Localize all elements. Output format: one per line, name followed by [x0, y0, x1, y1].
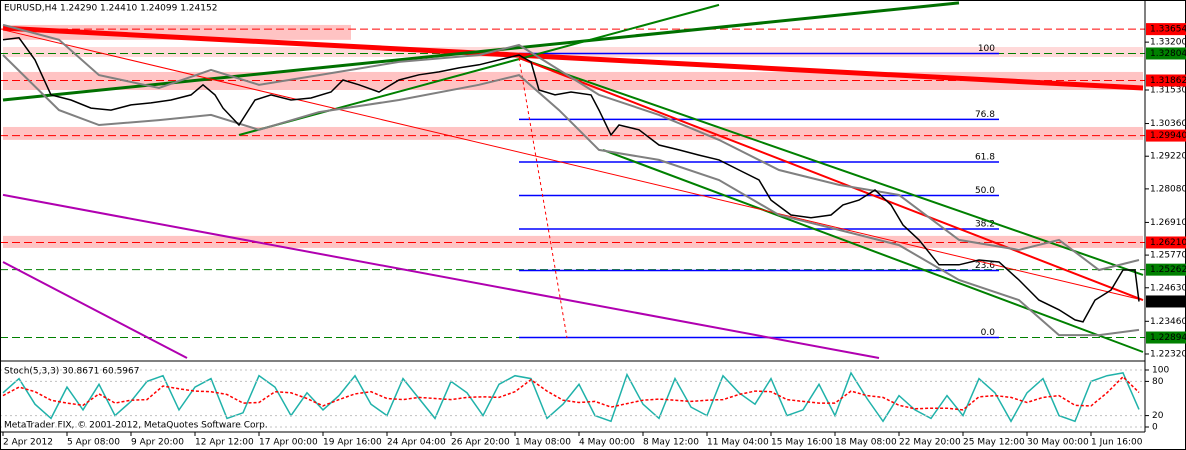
y-tick-label: 0	[1152, 423, 1158, 433]
stoch-pane	[0, 369, 1145, 428]
y-tick-label: 1.29220	[1150, 152, 1186, 162]
y-tick-label: 80	[1152, 377, 1164, 387]
trend-line	[2, 25, 1144, 91]
y-tick-label: 1.23460	[1150, 317, 1186, 327]
series-line	[2, 375, 1140, 411]
trend-line	[2, 193, 880, 359]
level-box	[1146, 263, 1186, 276]
level-box	[1146, 74, 1186, 87]
x-tick-label: 11 May 04:00	[707, 438, 769, 448]
trend-line	[238, 3, 720, 136]
trend-line	[2, 261, 188, 359]
level-label: 1.33654	[1150, 25, 1186, 35]
level-label: 1.22894	[1150, 333, 1186, 343]
trend-line	[518, 56, 1144, 276]
labels: EURUSD,H4 1.24290 1.24410 1.24099 1.2415…	[4, 4, 268, 431]
y-tick-label: 1.22320	[1150, 349, 1186, 359]
zone	[3, 47, 1143, 58]
level-box	[1146, 47, 1186, 60]
x-tick-label: 26 Apr 20:00	[451, 438, 510, 448]
x-tick-label: 24 Apr 04:00	[387, 438, 446, 448]
level-label: 1.24152	[1150, 297, 1186, 307]
x-tick-label: 30 May 00:00	[1027, 438, 1089, 448]
x-tick-label: 5 Apr 08:00	[67, 438, 120, 448]
level-label: 1.26210	[1150, 238, 1186, 248]
copyright: MetaTrader FIX, © 2001-2012, MetaQuotes …	[4, 421, 268, 431]
zone	[3, 126, 1143, 140]
x-tick-label: 9 Apr 20:00	[131, 438, 184, 448]
zone	[3, 71, 1143, 90]
x-tick-label: 19 Apr 16:00	[323, 438, 382, 448]
y-tick-label: 1.33200	[1150, 38, 1186, 48]
y-tick-label: 1.30360	[1150, 119, 1186, 129]
level-box	[1146, 295, 1186, 308]
fib-label: 61.8	[975, 153, 995, 163]
x-tick-label: 1 May 08:00	[515, 438, 571, 448]
series-line	[2, 37, 1140, 323]
y-tick-label: 1.25770	[1150, 251, 1186, 261]
price-pane: 100 76.8 61.8 50.0 38.2 23.6 0.0	[0, 1, 1145, 359]
x-tick-label: 2 Apr 2012	[3, 438, 53, 448]
y-tick-label: 1.31530	[1150, 86, 1186, 96]
y-tick-label: 100	[1152, 366, 1169, 376]
band-lower	[2, 54, 1140, 337]
fib-label: 38.2	[975, 220, 995, 230]
level-box	[1146, 236, 1186, 249]
x-tick-label: 8 May 12:00	[643, 438, 699, 448]
y-tick-label: 1.28080	[1150, 184, 1186, 194]
fib-label: 50.0	[975, 186, 995, 196]
x-tick-label: 12 Apr 12:00	[195, 438, 254, 448]
trend-line	[2, 1, 960, 102]
level-box	[1146, 331, 1186, 344]
fib-label: 0.0	[981, 328, 996, 338]
level-box	[1146, 129, 1186, 142]
band-upper	[2, 23, 1140, 272]
chart-title: EURUSD,H4 1.24290 1.24410 1.24099 1.2415…	[4, 4, 217, 14]
x-tick-label: 18 May 08:00	[835, 438, 897, 448]
level-label: 1.31862	[1150, 76, 1186, 86]
level-label: 1.32804	[1150, 49, 1186, 59]
y-tick-label: 1.26910	[1150, 218, 1186, 228]
x-tick-label: 25 May 12:00	[963, 438, 1025, 448]
indicator-title: Stoch(5,3,3) 30.8671 60.5967	[4, 367, 139, 377]
level-box	[1146, 23, 1186, 36]
fib-label: 100	[978, 44, 995, 54]
fib-label: 23.6	[975, 261, 995, 271]
x-tick-label: 4 May 00:00	[579, 438, 635, 448]
x-tick-label: 22 May 20:00	[899, 438, 961, 448]
level-label: 1.25262	[1150, 265, 1186, 275]
level-label: 1.29940	[1150, 131, 1186, 141]
x-tick-label: 15 May 16:00	[771, 438, 833, 448]
trend-line	[602, 148, 1144, 353]
trend-line	[2, 29, 1144, 301]
fib-label: 76.8	[975, 110, 995, 120]
y-tick-label: 1.24630	[1150, 283, 1186, 293]
x-tick-label: 17 Apr 00:00	[259, 438, 318, 448]
x-tick-label: 1 Jun 16:00	[1091, 438, 1143, 448]
trend-line	[518, 57, 568, 338]
y-tick-label: 20	[1152, 411, 1164, 421]
trend-line	[518, 56, 1144, 302]
